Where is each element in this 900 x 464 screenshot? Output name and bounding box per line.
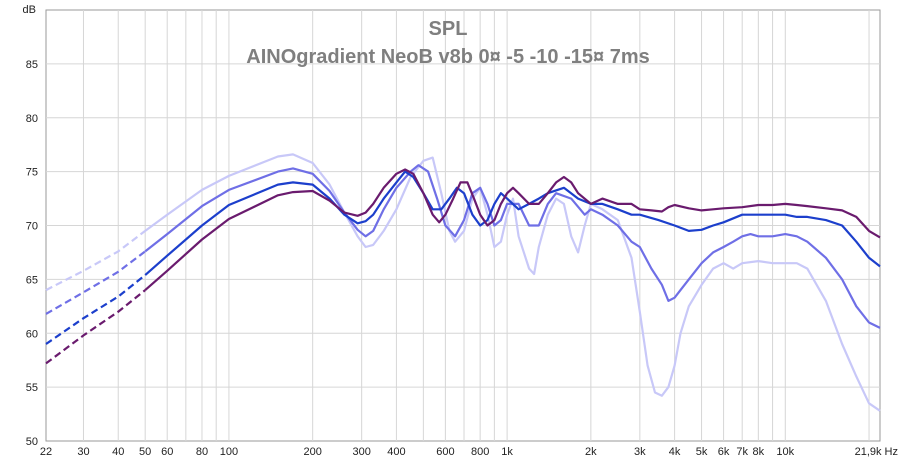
- x-tick-label: 8k: [753, 446, 765, 458]
- series-group: [45, 153, 881, 412]
- x-tick-label: 200: [303, 446, 321, 458]
- chart-title: SPL: [429, 18, 468, 40]
- y-tick-labels: 50 55 60 65 70 75 80 85: [26, 59, 38, 448]
- series-1-line: [144, 164, 881, 329]
- grid-lines: [46, 10, 880, 441]
- y-tick-label: 85: [26, 59, 38, 71]
- y-tick-label: 65: [26, 274, 38, 286]
- y-axis-unit: dB: [23, 4, 36, 16]
- y-tick-label: 75: [26, 167, 38, 179]
- y-tick-label: 60: [26, 328, 38, 340]
- x-tick-label: 60: [161, 446, 173, 458]
- x-tick-label: 2k: [585, 446, 597, 458]
- x-tick-label: 800: [471, 446, 489, 458]
- series-2-dashed-line: [45, 274, 146, 345]
- x-tick-label: 80: [196, 446, 208, 458]
- series-0-line: [144, 153, 881, 412]
- x-tick-label: 50: [139, 446, 151, 458]
- x-tick-label: 100: [220, 446, 238, 458]
- x-tick-label: 5k: [696, 446, 708, 458]
- x-tick-label: 600: [436, 446, 454, 458]
- series-1-dashed-line: [45, 250, 146, 315]
- y-tick-label: 70: [26, 221, 38, 233]
- y-tick-label: 80: [26, 113, 38, 125]
- y-tick-label: 55: [26, 382, 38, 394]
- x-tick-labels: 22 30 40 50 60 80 100 200 300 400 600 800 1k 2k 3k 4k 5k…: [40, 446, 898, 458]
- x-tick-label: 21,9k Hz: [855, 446, 898, 458]
- x-tick-label: 30: [77, 446, 89, 458]
- x-tick-label: 7k: [736, 446, 748, 458]
- series-3-dashed-line: [45, 289, 146, 365]
- x-tick-label: 10k: [776, 446, 794, 458]
- x-tick-label: 6k: [718, 446, 730, 458]
- x-tick-label: 4k: [669, 446, 681, 458]
- x-tick-label: 3k: [634, 446, 646, 458]
- x-tick-label: 300: [352, 446, 370, 458]
- x-tick-label: 1k: [501, 446, 513, 458]
- x-tick-label: 40: [112, 446, 124, 458]
- y-tick-label: 50: [26, 436, 38, 448]
- chart-subtitle: AINOgradient NeoB v8b 0¤ -5 -10 -15¤ 7ms: [246, 46, 649, 68]
- x-tick-label: 400: [387, 446, 405, 458]
- series-2-line: [144, 170, 881, 276]
- x-tick-label: 22: [40, 446, 52, 458]
- series-3-line: [144, 168, 881, 291]
